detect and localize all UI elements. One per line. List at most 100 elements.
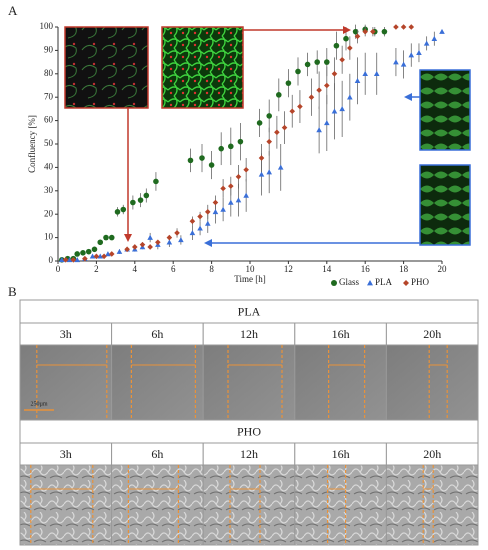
point xyxy=(370,28,376,35)
point xyxy=(147,234,153,240)
arrowhead xyxy=(124,234,132,242)
point xyxy=(208,162,215,168)
y-tick-label: 70 xyxy=(44,91,54,101)
x-tick-label: 4 xyxy=(133,264,138,274)
y-tick-label: 30 xyxy=(44,185,54,195)
point xyxy=(281,124,288,131)
point xyxy=(277,164,284,170)
point xyxy=(101,253,107,260)
point xyxy=(373,71,380,77)
point xyxy=(62,257,69,263)
y-tick-label: 0 xyxy=(49,255,54,265)
point xyxy=(324,120,330,126)
point xyxy=(166,234,173,241)
x-axis-label: Time [h] xyxy=(234,274,265,284)
panel-label: B xyxy=(8,284,17,299)
point xyxy=(204,220,211,226)
time-label: 16h xyxy=(332,327,350,341)
point xyxy=(362,71,368,77)
micrograph xyxy=(202,464,296,546)
point xyxy=(347,94,353,100)
time-label: 6h xyxy=(151,327,163,341)
point xyxy=(289,108,296,115)
y-tick-label: 40 xyxy=(44,161,54,171)
x-tick-label: 8 xyxy=(209,264,214,274)
point xyxy=(339,56,345,63)
point xyxy=(82,255,88,262)
x-tick-label: 10 xyxy=(246,264,256,274)
point xyxy=(235,197,242,203)
point xyxy=(187,157,194,164)
point xyxy=(352,28,359,35)
micrograph xyxy=(202,344,296,421)
point xyxy=(143,192,150,199)
point xyxy=(97,239,104,246)
inset-image xyxy=(419,69,471,151)
point xyxy=(333,42,340,49)
x-tick-label: 2 xyxy=(94,264,99,274)
point xyxy=(155,239,161,246)
point xyxy=(400,24,407,30)
x-tick-label: 20 xyxy=(438,264,448,274)
point xyxy=(108,234,115,241)
inset-image xyxy=(419,164,471,246)
time-label: 3h xyxy=(60,327,72,341)
point xyxy=(235,173,242,180)
point xyxy=(339,106,345,112)
point xyxy=(197,225,203,231)
point xyxy=(85,248,92,255)
inset-image xyxy=(64,26,149,109)
point xyxy=(274,129,280,136)
point xyxy=(174,230,180,236)
point xyxy=(70,257,77,263)
point xyxy=(331,108,338,114)
point xyxy=(266,113,272,119)
time-label: 3h xyxy=(60,447,72,461)
point xyxy=(381,28,388,35)
point xyxy=(139,241,146,248)
arrowhead xyxy=(204,239,212,247)
point xyxy=(212,209,219,215)
point xyxy=(108,251,115,257)
inset-image xyxy=(161,26,244,109)
point xyxy=(153,178,159,185)
point xyxy=(347,45,353,51)
point xyxy=(439,28,445,34)
point xyxy=(314,59,320,65)
point xyxy=(218,145,224,152)
point xyxy=(266,138,272,145)
point xyxy=(228,183,234,189)
micrograph xyxy=(19,464,113,546)
panel-label: A xyxy=(8,3,18,18)
time-label: 12h xyxy=(240,327,258,341)
point xyxy=(97,253,104,259)
point xyxy=(258,155,265,161)
point xyxy=(74,251,80,257)
point xyxy=(266,169,272,175)
micrograph xyxy=(385,464,479,546)
point xyxy=(343,35,349,42)
arrowhead xyxy=(343,26,351,34)
legend-label: PLA xyxy=(375,277,393,287)
point xyxy=(189,218,196,225)
point xyxy=(66,257,73,263)
x-tick-label: 6 xyxy=(171,264,176,274)
point xyxy=(197,213,203,220)
point xyxy=(304,61,311,68)
legend-marker xyxy=(367,280,373,286)
y-tick-label: 50 xyxy=(44,138,54,148)
x-tick-label: 18 xyxy=(399,264,409,274)
x-tick-label: 14 xyxy=(322,264,332,274)
micrograph xyxy=(19,344,113,421)
point xyxy=(178,237,184,243)
point xyxy=(316,87,322,93)
point xyxy=(114,209,121,215)
y-tick-label: 80 xyxy=(44,68,54,78)
legend-label: Glass xyxy=(339,277,359,287)
point xyxy=(80,250,86,256)
point xyxy=(308,94,315,100)
point xyxy=(416,49,422,55)
point xyxy=(105,251,111,257)
point xyxy=(124,246,130,253)
y-axis-label: Confluency [%] xyxy=(27,115,37,173)
